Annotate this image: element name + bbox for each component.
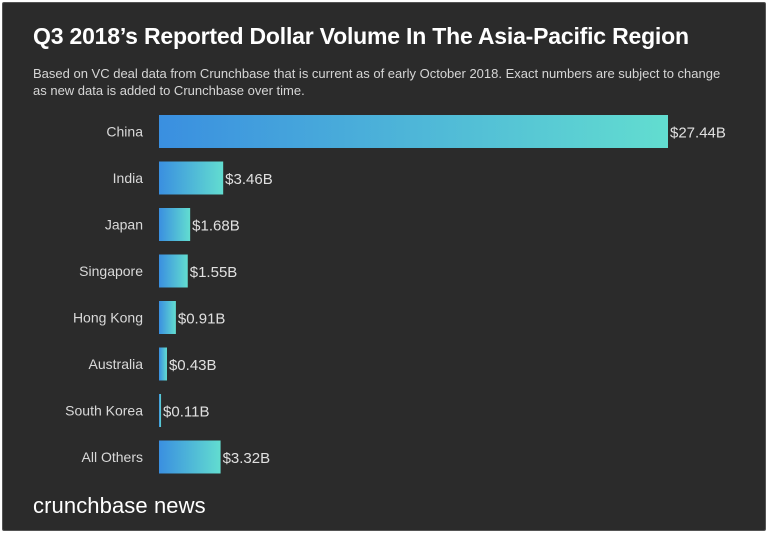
value-label: $0.11B	[163, 404, 209, 421]
bar	[159, 254, 188, 288]
category-label: Hong Kong	[73, 310, 143, 326]
bar	[159, 161, 224, 195]
category-label: South Korea	[65, 403, 143, 419]
category-label: Japan	[105, 217, 143, 233]
value-label: $1.55B	[190, 264, 238, 281]
value-label: $0.91B	[178, 311, 226, 328]
chart-subtitle: Based on VC deal data from Crunchbase th…	[33, 66, 721, 98]
bar	[159, 301, 176, 334]
bar	[159, 440, 221, 474]
brand-logo-text: crunchbase news	[33, 493, 206, 518]
bar	[159, 394, 162, 427]
category-label: India	[113, 170, 144, 186]
category-label: Singapore	[79, 263, 143, 279]
value-label: $3.46B	[225, 171, 273, 188]
category-label: China	[106, 124, 143, 140]
category-label: Australia	[89, 356, 144, 372]
bar	[159, 115, 668, 148]
value-label: $1.68B	[192, 218, 240, 235]
bar	[159, 347, 167, 381]
value-label: $3.32B	[223, 450, 271, 467]
value-label: $27.44B	[670, 125, 726, 142]
value-label: $0.43B	[169, 357, 217, 374]
bar	[159, 208, 191, 241]
category-label: All Others	[82, 449, 143, 465]
chart-title: Q3 2018’s Reported Dollar Volume In The …	[33, 23, 689, 49]
